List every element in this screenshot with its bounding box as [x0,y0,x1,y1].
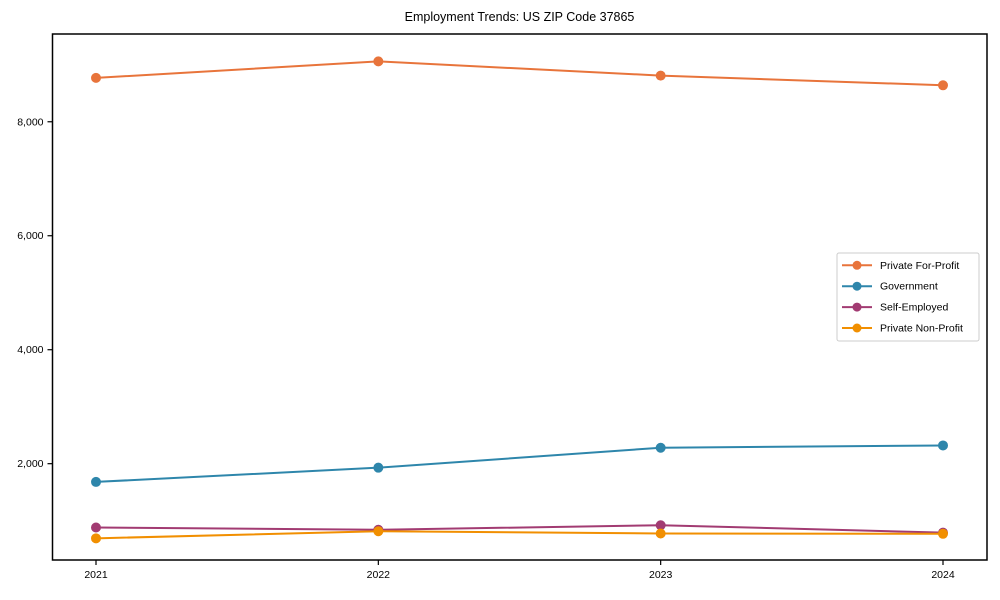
y-tick-label: 6,000 [17,230,43,242]
x-tick-label: 2023 [649,569,673,581]
legend-label: Private Non-Profit [880,323,963,335]
legend-label: Self-Employed [880,302,948,314]
data-point-marker [938,80,948,91]
series-line-government [95,444,944,483]
data-point-marker [655,70,666,81]
series-private-for-profit [91,56,948,91]
series-line-private-non-profit [95,530,944,540]
series-private-non-profit [91,526,948,544]
y-tick-label: 2,000 [17,458,43,470]
axes-frame [51,33,988,561]
series-line-private-for-profit [95,60,944,87]
series-government [91,440,948,487]
x-tick-label: 2024 [931,569,955,581]
series-line-self-employed [95,524,944,534]
data-point-marker [938,440,948,451]
data-point-marker [373,526,384,537]
data-point-marker [91,476,101,487]
data-point-marker [655,442,666,453]
data-point-marker [655,528,666,539]
data-point-marker [373,56,384,67]
data-point-marker [655,520,666,531]
legend-label: Private For-Profit [880,260,959,272]
legend-label: Government [880,281,938,293]
legend-marker [852,281,862,291]
legend-marker [852,323,862,333]
y-tick-label: 8,000 [17,116,43,128]
chart-title: Employment Trends: US ZIP Code 37865 [404,10,635,24]
data-point-marker [91,72,101,83]
legend-box [836,252,980,342]
legend: Private For-Profit Government Self-Employe… [836,252,980,342]
x-tick-label: 2021 [84,569,108,581]
data-point-marker [938,528,948,539]
data-point-marker [373,462,384,473]
y-tick-label: 4,000 [17,344,43,356]
x-tick-label: 2022 [367,569,391,581]
legend-marker [852,260,862,270]
legend-marker [852,302,862,312]
data-point-marker [91,522,101,533]
data-point-marker [91,533,101,544]
